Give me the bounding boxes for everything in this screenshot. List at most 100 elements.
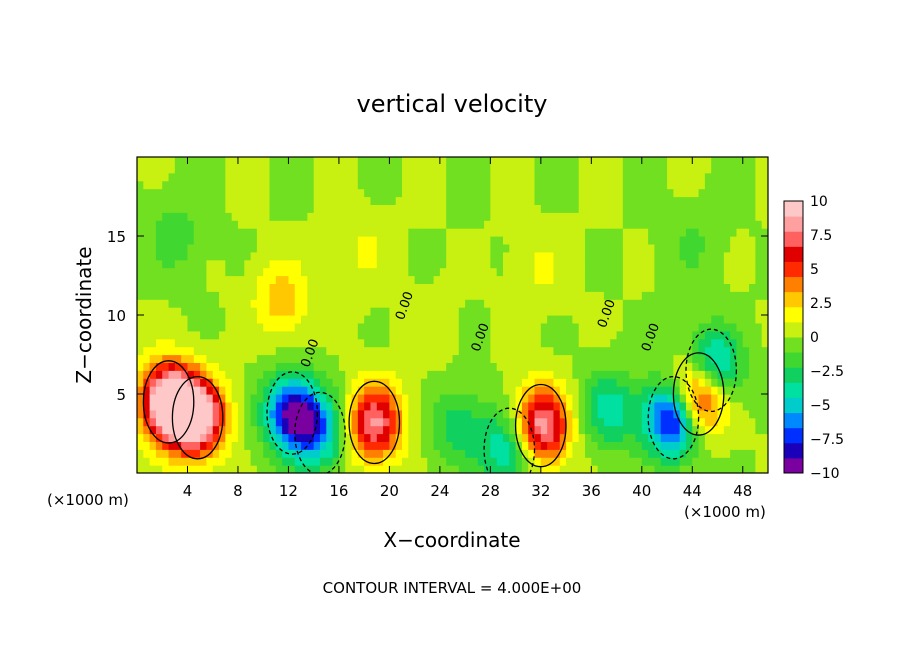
field-cell: [622, 394, 630, 403]
field-cell: [420, 172, 428, 182]
field-cell: [301, 417, 308, 427]
field-cell: [578, 259, 586, 269]
field-cell: [597, 433, 605, 442]
field-cell: [433, 172, 441, 182]
field-cell: [402, 188, 409, 198]
colorbar-tick-label: 0: [810, 330, 819, 346]
field-cell: [338, 228, 346, 237]
field-cell: [402, 283, 409, 292]
field-cell: [559, 425, 567, 435]
field-cell: [578, 196, 586, 205]
field-cell: [610, 441, 618, 450]
positive-contour: [348, 380, 401, 465]
field-cell: [446, 449, 454, 458]
field-cell: [717, 236, 725, 245]
field-cell: [206, 441, 214, 450]
field-cell: [155, 441, 163, 450]
field-cell: [484, 307, 491, 316]
field-cell: [206, 204, 214, 213]
field-cell: [528, 449, 536, 458]
field-cell: [547, 267, 555, 277]
field-cell: [490, 251, 498, 261]
field-cell: [566, 409, 573, 419]
field-cell: [452, 457, 460, 466]
field-cell: [717, 275, 725, 284]
field-cell: [603, 236, 611, 245]
field-cell: [244, 338, 252, 348]
field-cell: [433, 236, 441, 245]
field-cell: [389, 188, 397, 198]
field-cell: [402, 449, 409, 458]
field-cell: [477, 457, 485, 466]
field-cell: [553, 433, 561, 442]
field-cell: [692, 401, 700, 411]
field-cell: [465, 172, 473, 182]
field-cell: [326, 259, 334, 269]
field-cell: [357, 299, 365, 308]
field-cell: [313, 354, 321, 363]
field-cell: [351, 433, 359, 442]
field-cell: [174, 180, 182, 190]
field-cell: [723, 338, 731, 348]
field-cell: [641, 394, 649, 403]
field-cell: [237, 164, 245, 174]
field-cell: [730, 243, 738, 253]
field-cell: [749, 251, 756, 261]
field-cell: [673, 433, 681, 442]
field-cell: [389, 378, 397, 387]
field-cell: [484, 425, 491, 435]
field-cell: [749, 346, 756, 356]
field-cell: [301, 401, 308, 411]
field-cell: [679, 449, 687, 458]
field-cell: [162, 417, 170, 427]
field-cell: [648, 362, 656, 371]
field-cell: [502, 378, 510, 387]
field-cell: [458, 228, 466, 237]
field-cell: [603, 157, 611, 166]
field-cell: [137, 172, 144, 182]
field-cell: [496, 251, 504, 261]
field-cell: [578, 236, 586, 245]
field-cell: [237, 346, 245, 356]
field-cell: [256, 394, 264, 403]
field-cell: [736, 212, 744, 221]
field-cell: [319, 449, 327, 458]
field-cell: [301, 299, 308, 308]
field-cell: [237, 188, 245, 198]
field-cell: [332, 346, 340, 356]
field-cell: [458, 220, 466, 229]
field-cell: [376, 283, 384, 292]
field-cell: [231, 172, 239, 182]
field-cell: [395, 291, 403, 300]
field-cell: [509, 370, 517, 379]
field-cell: [698, 180, 706, 190]
field-cell: [149, 354, 157, 363]
field-cell: [755, 236, 763, 245]
field-cell: [427, 425, 435, 435]
field-cell: [433, 386, 441, 395]
field-cell: [427, 283, 435, 292]
field-cell: [578, 330, 586, 340]
field-cell: [376, 394, 384, 403]
field-cell: [212, 220, 220, 229]
field-cell: [256, 449, 264, 458]
field-cell: [351, 386, 359, 395]
field-cell: [749, 212, 756, 221]
field-cell: [736, 275, 744, 284]
field-cell: [566, 164, 573, 174]
field-cell: [155, 172, 163, 182]
field-cell: [629, 457, 637, 466]
field-cell: [736, 243, 744, 253]
field-cell: [629, 204, 637, 213]
field-cell: [622, 354, 630, 363]
field-cell: [572, 378, 580, 387]
field-cell: [471, 220, 479, 229]
field-cell: [528, 236, 536, 245]
field-cell: [237, 275, 245, 284]
field-cell: [490, 291, 498, 300]
field-cell: [383, 338, 390, 348]
field-cell: [742, 425, 750, 435]
field-cell: [313, 315, 321, 324]
field-cell: [692, 259, 700, 269]
field-cell: [389, 457, 397, 466]
